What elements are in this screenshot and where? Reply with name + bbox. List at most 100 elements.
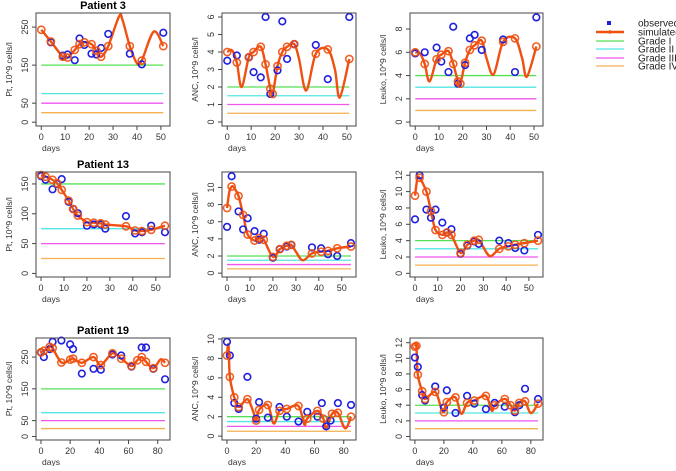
simulated-point [158,41,168,51]
simulated-point [426,206,436,216]
x-axis-label: days [42,294,60,304]
x-tick-label: 40 [468,446,478,456]
plot-frame [221,171,357,278]
observed-point [225,351,234,360]
observed-point [141,343,151,352]
y-tick-label: 100 [20,206,30,221]
simulated-point [318,414,328,424]
simulated-point [490,400,500,410]
observed-point [432,43,441,52]
simulated-point [533,236,543,246]
x-tick-label: 0 [413,132,418,142]
simulated-point [234,402,244,412]
simulated-point [36,170,46,180]
simulated-point [242,394,252,404]
observed-point [117,351,126,360]
y-tick-label: 10 [394,187,404,197]
panel-6: 0 10 20 30 40 50 0 2 4 6 8 10 12 days Leuko, 10^9 cell… [378,170,544,304]
simulated-point [447,230,456,240]
simulated-point [108,348,117,358]
x-tick-label: 50 [156,132,166,142]
simulated-point [57,185,67,195]
x-tick-label: 0 [38,446,43,456]
observed-point [263,413,272,422]
simulated-point [460,58,470,68]
simulated-point [146,225,156,235]
legend-observed-symbol [607,21,611,25]
simulated-point [410,191,420,201]
y-axis-label: ANC, 10^9 cells/l [190,357,200,422]
simulated-point [137,56,147,65]
simulated-point [510,240,520,250]
x-axis-label: days [416,294,434,304]
simulated-point [261,59,270,69]
simulated-point [421,187,431,197]
y-tick-label: 50 [20,98,30,108]
simulated-point [465,45,475,55]
observed-point [137,343,146,352]
simulated-point [442,397,452,407]
x-tick-label: 10 [433,283,443,293]
observed-point [442,386,451,395]
simulated-point [244,52,254,62]
y-tick-label: 6 [394,222,404,227]
observed-point [444,67,453,77]
x-tick-label: 60 [497,446,507,456]
simulated-point [68,204,78,214]
simulated-point [91,46,101,56]
simulated-point [346,242,356,251]
observed-point [104,29,113,39]
observed-point [121,212,131,221]
simulated-point [477,36,487,46]
observed-point [92,50,101,59]
simulated-point [282,241,292,251]
x-axis-label: days [228,457,246,466]
y-tick-label: 4 [206,395,216,400]
simulated-point [225,372,235,382]
observed-point [223,56,232,65]
x-axis-label: days [42,457,60,466]
simulated-point [259,235,269,245]
legend-label: Grade III [638,54,676,65]
simulated-point [222,351,232,360]
observed-point [410,215,420,224]
x-tick-label: 30 [108,132,118,142]
simulated-point [96,218,106,228]
x-tick-label: 80 [153,446,163,456]
simulated-point [137,352,147,362]
simulated-point [307,249,317,258]
simulated-point [462,240,472,250]
simulated-point [238,210,248,220]
observed-point [137,60,146,69]
simulated-point [510,406,520,416]
x-tick-label: 50 [151,283,161,293]
observed-point [333,398,342,408]
y-tick-label: 2 [206,84,216,89]
simulated-point [148,363,158,373]
simulated-point [222,47,232,57]
simulated-point [282,42,292,52]
simulated-point [254,405,264,415]
simulated-point [498,37,508,47]
x-tick-label: 0 [39,283,44,293]
legend-simulated-point [608,30,612,34]
observed-point [243,372,252,381]
y-tick-label: 4 [394,238,404,243]
x-tick-label: 40 [318,132,328,142]
observed-point [495,236,504,245]
y-tick-label: 4 [394,403,404,408]
simulated-point [439,407,449,417]
simulated-point [286,240,296,250]
simulated-point [160,358,170,368]
y-tick-label: 8 [394,27,404,32]
simulated-point [333,408,343,418]
simulated-point [420,59,430,69]
observed-point [333,251,342,261]
y-tick-label: 50 [20,239,30,249]
simulated-point [453,76,463,86]
simulated-point [442,228,452,237]
y-axis-label: Pt, 10^9 cells/l [4,362,14,417]
simulated-point [96,52,106,62]
simulated-point [251,416,261,425]
simulated-point [137,226,147,236]
